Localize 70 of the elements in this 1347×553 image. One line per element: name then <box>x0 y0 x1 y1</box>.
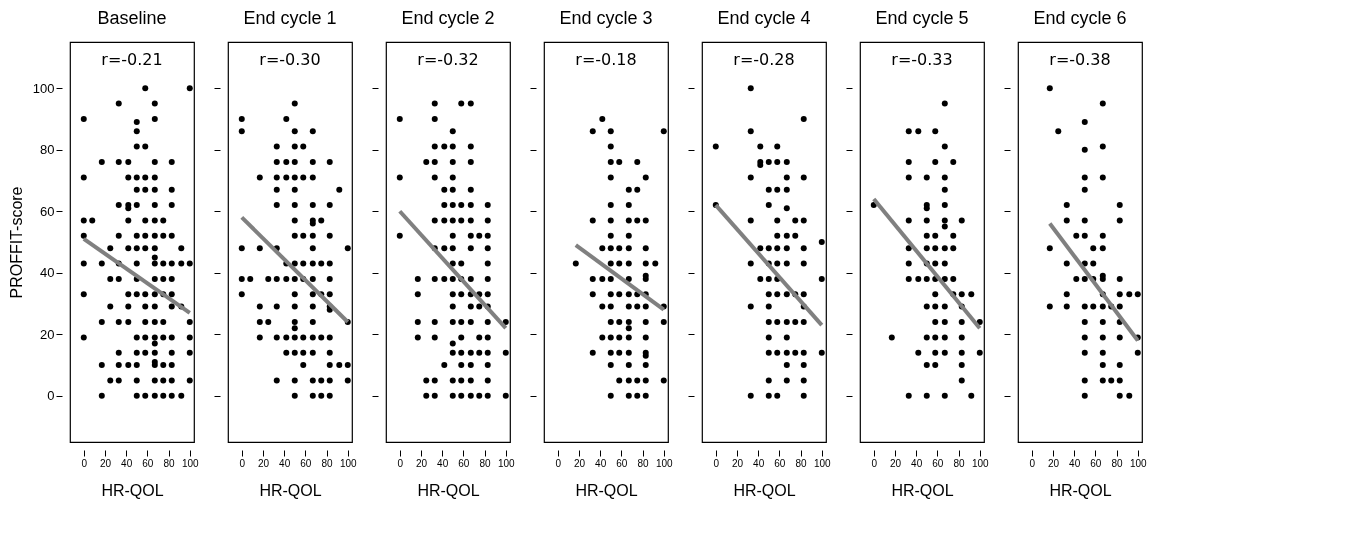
x-axis-title: HR-QOL <box>575 481 638 499</box>
x-tick-label: 60 <box>616 457 628 469</box>
x-axis-title: HR-QOL <box>259 481 322 499</box>
x-tick-label: 100 <box>655 457 674 469</box>
chart-title: Baseline <box>97 8 167 28</box>
x-tick-label: 40 <box>595 457 607 469</box>
x-tick-label: 80 <box>479 457 492 469</box>
x-tick-label: 40 <box>1069 457 1081 469</box>
chart-title: End cycle 2 <box>401 8 495 28</box>
x-tick-label: 20 <box>1047 457 1060 469</box>
x-tick-label: 80 <box>637 457 650 469</box>
annotation: r=-0.30 <box>259 50 321 69</box>
x-axis-title: HR-QOL <box>733 481 796 499</box>
x-tick-label: 40 <box>437 457 449 469</box>
x-tick-label: 0 <box>239 457 246 469</box>
x-tick-label: 40 <box>279 457 291 469</box>
x-tick-label: 20 <box>99 457 112 469</box>
x-tick-label: 20 <box>731 457 744 469</box>
annotation: r=-0.21 <box>101 50 163 69</box>
x-tick-label: 100 <box>971 457 990 469</box>
annotation: r=-0.38 <box>1049 50 1111 69</box>
x-tick-label: 0 <box>871 457 878 469</box>
x-tick-label: 20 <box>257 457 270 469</box>
x-tick-label: 60 <box>932 457 944 469</box>
x-axis-title: HR-QOL <box>891 481 954 499</box>
chart-title: End cycle 6 <box>1033 8 1127 28</box>
chart-title: End cycle 3 <box>559 8 653 28</box>
annotation: r=-0.33 <box>891 50 953 69</box>
annotation: r=-0.18 <box>575 50 637 69</box>
x-tick-label: 20 <box>889 457 902 469</box>
x-tick-label: 100 <box>339 457 358 469</box>
x-tick-label: 40 <box>121 457 133 469</box>
y-tick-label: 20 <box>40 326 55 342</box>
y-tick-label: 60 <box>40 203 55 219</box>
x-tick-label: 100 <box>181 457 200 469</box>
x-axis-title: HR-QOL <box>417 481 480 499</box>
x-tick-label: 100 <box>1129 457 1148 469</box>
x-tick-label: 60 <box>142 457 154 469</box>
x-tick-label: 60 <box>300 457 312 469</box>
x-tick-label: 0 <box>81 457 88 469</box>
x-tick-label: 40 <box>911 457 923 469</box>
chart-title: End cycle 1 <box>243 8 337 28</box>
x-tick-label: 40 <box>753 457 765 469</box>
x-tick-label: 80 <box>1111 457 1124 469</box>
annotation: r=-0.32 <box>417 50 479 69</box>
x-axis-title: HR-QOL <box>101 481 164 499</box>
x-tick-label: 100 <box>497 457 516 469</box>
x-tick-label: 20 <box>573 457 586 469</box>
x-tick-label: 80 <box>795 457 808 469</box>
x-tick-label: 60 <box>1090 457 1102 469</box>
x-tick-label: 0 <box>397 457 404 469</box>
x-tick-label: 100 <box>813 457 832 469</box>
annotation: r=-0.28 <box>733 50 795 69</box>
x-tick-label: 0 <box>555 457 562 469</box>
x-tick-label: 60 <box>458 457 470 469</box>
x-tick-label: 60 <box>774 457 786 469</box>
x-tick-label: 0 <box>1029 457 1036 469</box>
x-tick-label: 80 <box>163 457 176 469</box>
y-tick-label: 40 <box>40 265 55 281</box>
x-tick-label: 20 <box>415 457 428 469</box>
y-tick-label: 100 <box>32 80 55 96</box>
y-tick-label: 80 <box>40 142 55 158</box>
x-tick-label: 80 <box>953 457 966 469</box>
x-tick-label: 80 <box>321 457 334 469</box>
chart-title: End cycle 5 <box>875 8 969 28</box>
chart-title: End cycle 4 <box>717 8 811 28</box>
y-axis-title: PROFFIT-score <box>7 186 25 299</box>
y-tick-label: 0 <box>47 388 55 404</box>
x-tick-label: 0 <box>713 457 720 469</box>
x-axis-title: HR-QOL <box>1049 481 1112 499</box>
